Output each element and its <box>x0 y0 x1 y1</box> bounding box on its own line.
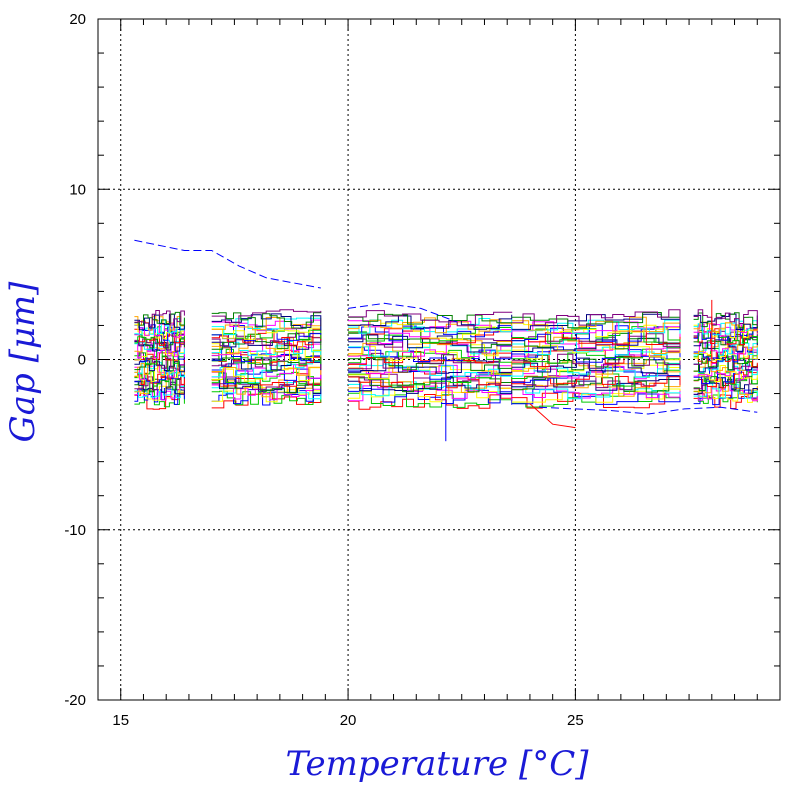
series-line <box>693 319 758 336</box>
outlier-series-line <box>134 239 321 289</box>
series-line <box>211 336 322 355</box>
axis-ticks <box>98 18 780 701</box>
series-line <box>348 363 513 380</box>
x-axis-title: Temperature [°C] <box>285 744 589 784</box>
series-line <box>348 394 513 410</box>
series-line <box>511 375 681 393</box>
series-line <box>348 356 513 374</box>
series-line <box>693 363 758 381</box>
series-line <box>211 312 322 329</box>
outlier-series-line <box>538 406 758 415</box>
y-tick-label: -10 <box>64 522 86 539</box>
series-line <box>348 381 513 396</box>
series-line <box>511 312 681 329</box>
series-line <box>511 345 681 361</box>
series-line <box>134 322 185 338</box>
series-line <box>511 356 681 374</box>
series-line <box>693 309 758 327</box>
series-line <box>211 363 322 379</box>
series-line <box>348 341 513 357</box>
series-line <box>348 332 513 349</box>
x-tick-label: 20 <box>340 712 357 729</box>
series-line <box>211 338 322 350</box>
series-line <box>693 312 758 329</box>
series-line <box>348 385 513 402</box>
data-series <box>134 239 758 442</box>
series-line <box>511 330 681 345</box>
y-axis-title: Gap [μm] <box>3 281 43 443</box>
series-line <box>511 341 681 357</box>
series-line <box>693 379 758 396</box>
series-line <box>211 317 322 336</box>
series-line <box>511 388 681 403</box>
x-tick-label: 25 <box>567 712 584 729</box>
series-line <box>134 328 185 346</box>
series-line <box>211 309 322 324</box>
series-line <box>134 311 185 326</box>
series-line <box>211 371 322 386</box>
series-line <box>348 347 513 362</box>
series-line <box>348 381 513 397</box>
series-line <box>348 363 513 377</box>
series-line <box>134 385 185 399</box>
series-line <box>693 340 758 356</box>
series-line <box>211 317 322 331</box>
series-line <box>348 320 513 338</box>
series-line <box>134 385 185 401</box>
series-line <box>134 369 185 387</box>
series-line <box>511 309 681 326</box>
series-line <box>211 323 322 340</box>
series-line <box>511 322 681 338</box>
series-line <box>693 386 758 403</box>
series-line <box>134 310 185 327</box>
outlier-series-line <box>529 403 576 429</box>
series-line <box>134 335 185 352</box>
series-line <box>511 383 681 400</box>
series-line <box>211 343 322 361</box>
tick-labels: 15 20 25 20 10 0 -10 -20 <box>64 11 583 729</box>
series-line <box>511 326 681 344</box>
series-line <box>693 325 758 341</box>
series-line <box>211 348 322 366</box>
series-line <box>134 358 185 376</box>
series-line <box>348 390 513 408</box>
series-line <box>511 321 681 337</box>
series-line <box>211 313 322 331</box>
series-line <box>511 316 681 333</box>
outlier-series-line <box>348 302 458 323</box>
y-tick-label: 10 <box>69 181 86 198</box>
series-line <box>211 376 322 390</box>
series-line <box>348 386 513 403</box>
series-line <box>348 317 513 334</box>
y-tick-label: -20 <box>64 692 86 709</box>
y-tick-label: 0 <box>78 352 86 369</box>
series-line <box>693 343 758 361</box>
series-line <box>348 352 513 370</box>
series-line <box>348 310 513 327</box>
y-tick-label: 20 <box>69 11 86 28</box>
series-line <box>693 368 758 384</box>
x-tick-label: 15 <box>112 712 129 729</box>
series-line <box>211 361 322 376</box>
series-line <box>511 337 681 352</box>
series-line <box>348 314 513 330</box>
series-line <box>511 385 681 399</box>
series-line <box>511 373 681 391</box>
series-line <box>511 354 681 371</box>
